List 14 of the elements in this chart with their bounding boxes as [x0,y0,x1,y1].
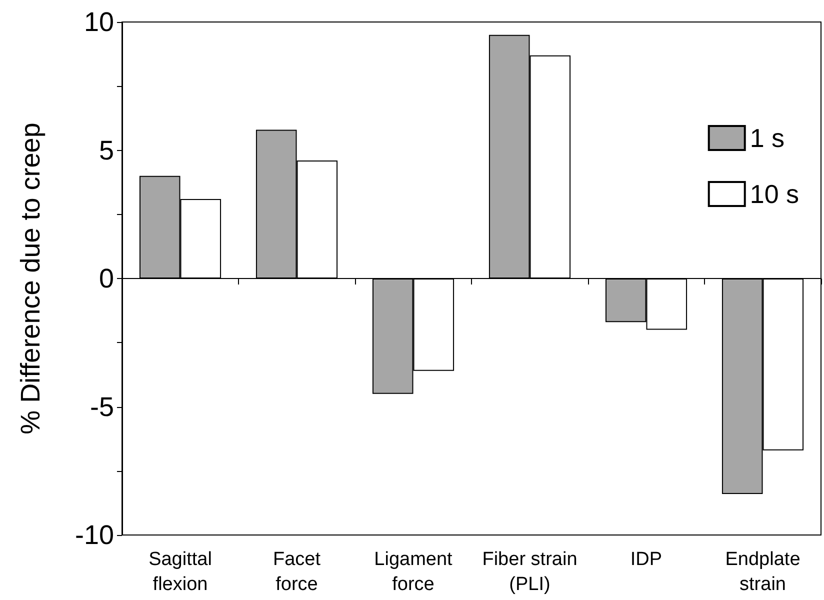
y-tick-label: 10 [84,7,114,37]
y-tick-label: -10 [74,520,114,550]
legend-label: 10 s [750,179,800,209]
y-tick-label: -5 [90,392,114,422]
legend-label: 1 s [750,123,785,153]
x-tick-label: IDP [630,549,662,570]
x-tick-label: Fiber strain (PLI) [482,549,578,595]
x-tick-label: Endplate strain [725,549,800,595]
x-tick-label: Ligament force [374,549,454,595]
x-tick-label: Sagittal flexion [148,549,212,595]
y-axis-title: % Difference due to creep [16,122,46,434]
y-tick-label: 5 [98,135,114,166]
x-tick-label: Facet force [272,549,322,595]
y-tick-label: 0 [98,264,114,294]
